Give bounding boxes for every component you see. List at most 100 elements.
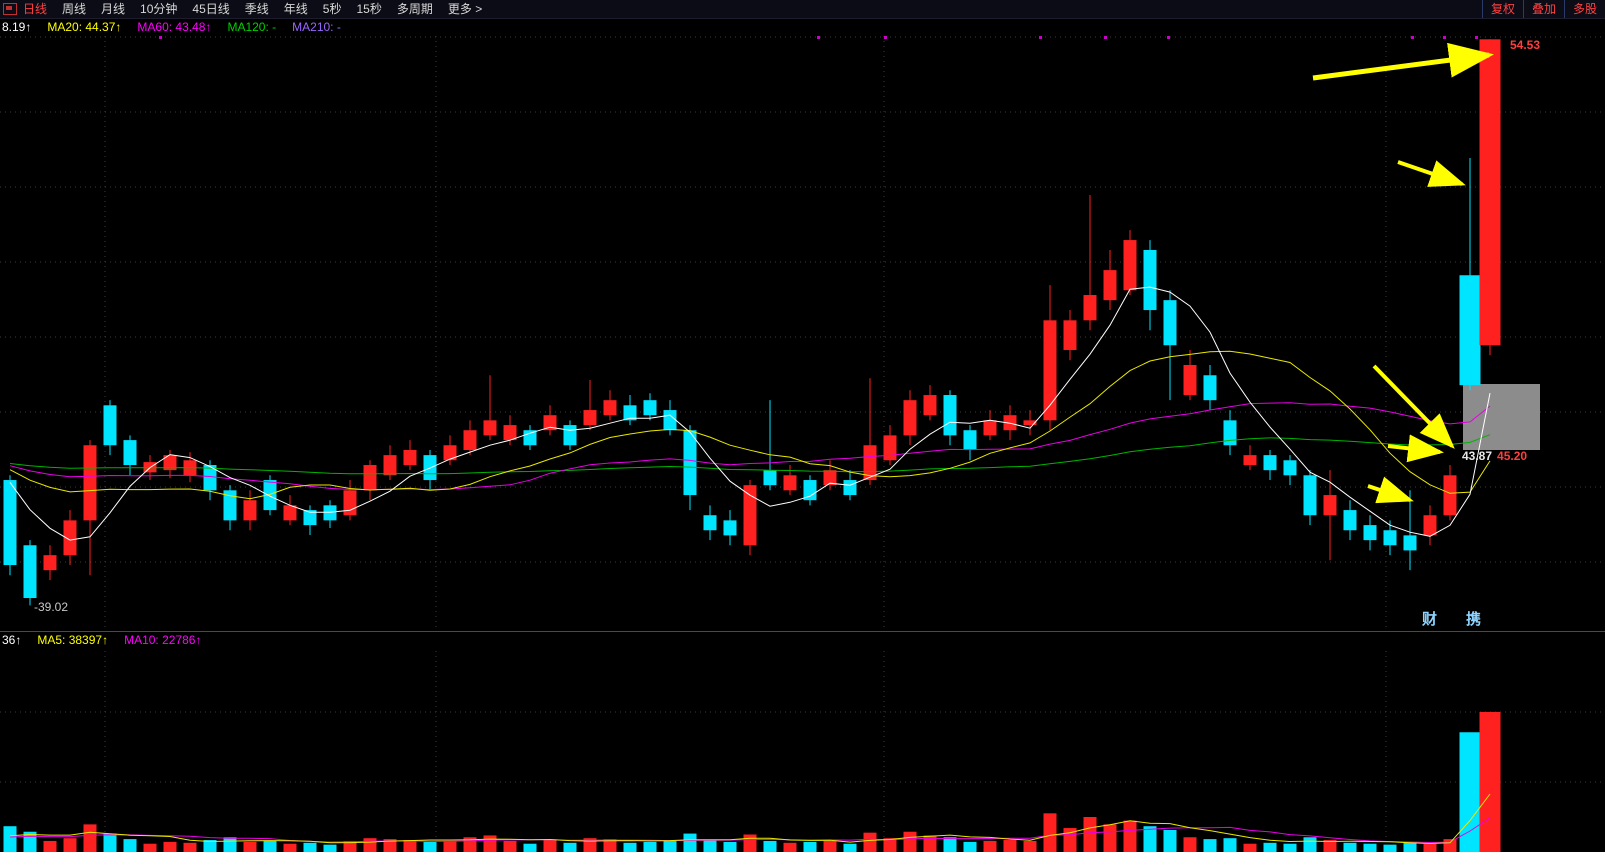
candle-body xyxy=(803,480,817,501)
volume-bar xyxy=(283,843,297,852)
candle-body xyxy=(1263,455,1277,471)
app-icon[interactable] xyxy=(3,3,17,15)
period-menu-item-1[interactable]: 周线 xyxy=(62,2,87,16)
candle-body xyxy=(523,430,537,446)
marker-dot xyxy=(1443,36,1446,39)
high-price-label: 54.53 xyxy=(1510,38,1541,52)
candle-body xyxy=(203,465,217,491)
period-menu-item-6[interactable]: 年线 xyxy=(283,2,308,16)
indicator-item: 8.19↑ xyxy=(2,20,32,34)
volume-bar xyxy=(483,835,497,852)
volume-bar xyxy=(883,838,897,852)
period-menu-item-9[interactable]: 多周期 xyxy=(396,2,433,16)
volume-bar xyxy=(823,840,837,852)
period-menu-item-10[interactable]: 更多 > xyxy=(447,2,483,16)
volume-bar xyxy=(243,841,257,852)
volume-bar xyxy=(843,843,857,852)
candle-body xyxy=(1363,525,1377,541)
indicator-item: MA210: - xyxy=(292,20,341,34)
watermark-char-1: 财 xyxy=(1422,611,1438,628)
volume-bar xyxy=(363,838,377,852)
chart-tools-menu: 复权 叠加 多股 xyxy=(1481,0,1605,18)
marker-dot xyxy=(1167,36,1170,39)
candle-body xyxy=(1083,295,1097,321)
candlestick-chart[interactable] xyxy=(0,36,1605,631)
candle-body xyxy=(1343,510,1357,531)
volume-bar xyxy=(1223,838,1237,852)
volume-bar xyxy=(1343,842,1357,852)
candle-body xyxy=(243,500,257,521)
volume-bar xyxy=(443,840,457,852)
period-menu-item-5[interactable]: 季线 xyxy=(244,2,269,16)
candle-body xyxy=(1443,475,1457,516)
candle-body xyxy=(1403,535,1417,551)
volume-bar xyxy=(1459,732,1481,852)
marker-dot xyxy=(1039,36,1042,39)
volume-bar xyxy=(623,842,637,852)
marker-dot xyxy=(817,36,820,39)
volume-bar xyxy=(963,841,977,852)
volume-bar xyxy=(803,841,817,852)
candle-body xyxy=(383,455,397,476)
volume-bar xyxy=(523,843,537,852)
low-price-label: -39.02 xyxy=(34,600,69,614)
candle-body xyxy=(823,470,837,486)
volume-bar xyxy=(223,837,237,852)
volume-bar xyxy=(383,839,397,852)
candle-body xyxy=(83,445,97,521)
ma-line xyxy=(9,350,1491,500)
volume-bar xyxy=(423,841,437,852)
indicator-item: MA5: 38397↑ xyxy=(37,633,109,647)
volume-bar xyxy=(923,835,937,852)
volume-bar xyxy=(603,839,617,852)
period-menu-item-7[interactable]: 5秒 xyxy=(322,2,342,16)
current-price-white: 43.87 xyxy=(1462,449,1493,463)
period-menu-item-8[interactable]: 15秒 xyxy=(356,2,382,16)
volume-bar xyxy=(183,842,197,852)
annotation-arrow xyxy=(1387,434,1444,463)
volume-bar xyxy=(943,837,957,852)
volume-chart[interactable] xyxy=(0,651,1605,852)
period-menu-item-4[interactable]: 45日线 xyxy=(192,2,230,16)
volume-bar xyxy=(663,840,677,852)
tool-menu-item-1[interactable]: 叠加 xyxy=(1522,0,1564,18)
indicator-item: MA20: 44.37↑ xyxy=(47,20,122,34)
volume-bar xyxy=(1263,842,1277,852)
candle-body xyxy=(1323,495,1337,516)
volume-bar xyxy=(983,840,997,852)
candle-body xyxy=(1203,375,1217,401)
candle-body xyxy=(1459,275,1481,386)
period-menu-item-2[interactable]: 月线 xyxy=(101,2,126,16)
volume-bar xyxy=(1043,813,1057,852)
volume-bar xyxy=(503,840,517,852)
volume-bar xyxy=(1083,817,1097,852)
candle-body xyxy=(703,515,717,531)
period-menu-item-0[interactable]: 日线 xyxy=(23,2,48,16)
candle-body xyxy=(1063,320,1077,350)
candle-body xyxy=(163,455,177,471)
ma-line xyxy=(9,817,1491,844)
volume-bar xyxy=(1423,843,1437,852)
volume-bar xyxy=(43,840,57,852)
tool-menu-item-2[interactable]: 多股 xyxy=(1563,0,1605,18)
candle-body xyxy=(583,410,597,426)
annotation-arrow xyxy=(1367,476,1414,504)
volume-bar xyxy=(903,831,917,852)
candle-body xyxy=(1043,320,1057,421)
volume-bar xyxy=(1103,824,1117,852)
candle-body xyxy=(623,405,637,421)
tool-menu-item-0[interactable]: 复权 xyxy=(1481,0,1523,18)
price-ma-indicator-row: 8.19↑ MA20: 44.37↑ MA60: 43.48↑ MA120: - MA2… xyxy=(2,20,341,34)
candle-body xyxy=(1423,515,1437,536)
volume-bar xyxy=(323,844,337,852)
period-menu-item-3[interactable]: 10分钟 xyxy=(140,2,178,16)
candle-body xyxy=(283,505,297,521)
volume-bar xyxy=(1003,840,1017,852)
volume-bar xyxy=(1323,840,1337,852)
annotation-arrow xyxy=(1372,364,1455,449)
volume-bar xyxy=(1123,820,1137,852)
volume-bar xyxy=(1243,843,1257,852)
volume-bar xyxy=(63,838,77,852)
indicator-item: MA120: - xyxy=(227,20,277,34)
